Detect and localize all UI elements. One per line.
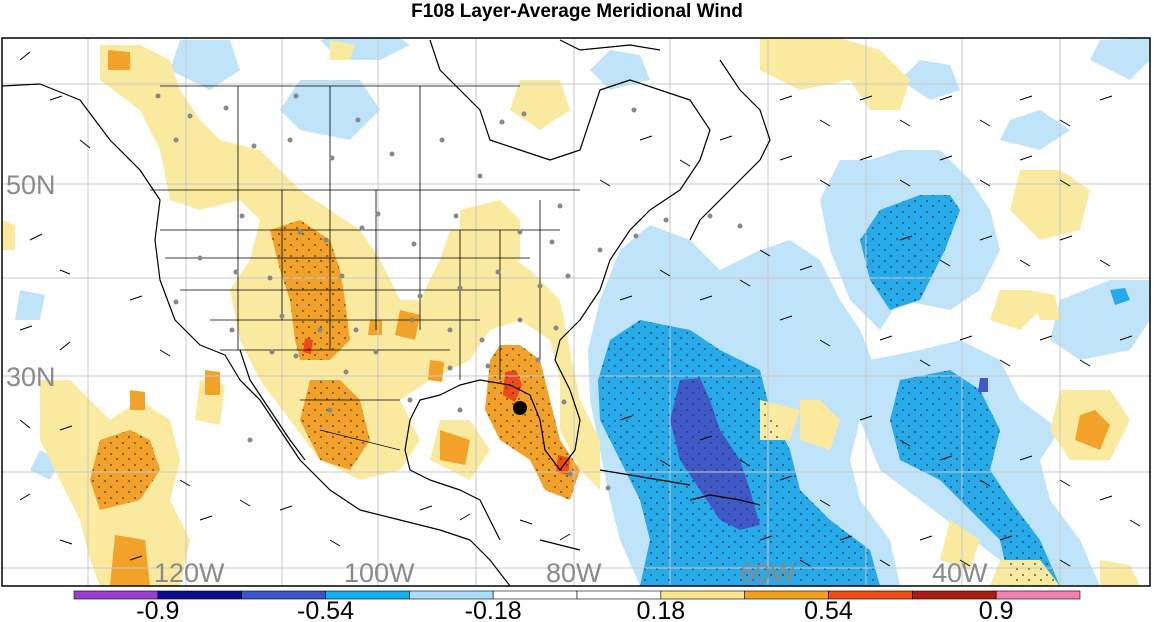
- colorbar-tick-label: 0.9: [979, 597, 1014, 622]
- coastlines: [2, 39, 771, 586]
- light-yellow-shading: [2, 38, 1140, 586]
- map-title: F108 Layer-Average Meridional Wind: [411, 1, 743, 22]
- state-borders: [150, 85, 580, 451]
- colorbar: [73, 590, 1081, 600]
- lon-label-40w: 40W: [932, 558, 988, 588]
- colorbar-tick-label: -0.18: [465, 597, 522, 622]
- colorbar-tick-label: 0.54: [804, 597, 853, 622]
- lat-label-50n: 50N: [6, 170, 56, 200]
- colorbar-swatch: [995, 590, 1081, 600]
- colorbar-tick-label: -0.54: [297, 597, 354, 622]
- highlight-marker: [513, 401, 527, 415]
- graticule: [2, 38, 1150, 586]
- colorbar-tick-label: 0.18: [636, 597, 685, 622]
- lat-label-30n: 30N: [6, 362, 56, 392]
- station-dots: [155, 93, 743, 491]
- lon-label-100w: 100W: [344, 558, 415, 588]
- colorbar-tick-label: -0.9: [136, 597, 179, 622]
- plot-area: [2, 38, 1150, 586]
- wind-barbs: [19, 51, 1141, 567]
- plot-border: [1, 37, 1151, 587]
- lon-label-60w: 60W: [740, 558, 796, 588]
- lon-label-120w: 120W: [154, 558, 225, 588]
- colorbar-labels: -0.9 -0.54 -0.18 0.18 0.54 0.9: [136, 597, 1013, 622]
- lon-label-80w: 80W: [546, 558, 602, 588]
